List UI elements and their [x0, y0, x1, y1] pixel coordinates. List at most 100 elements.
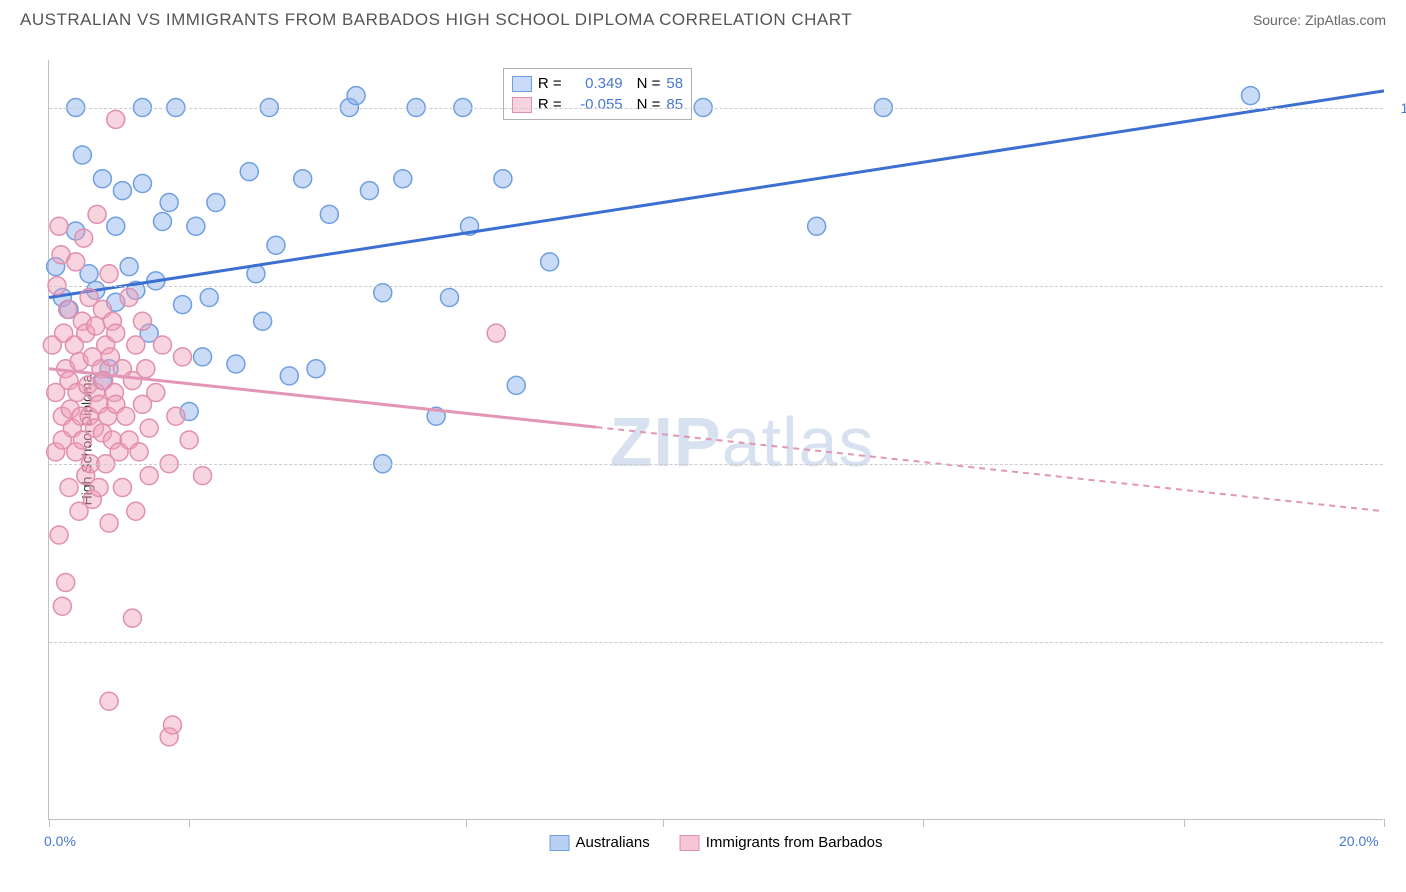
scatter-point [107, 324, 125, 342]
source-attribution: Source: ZipAtlas.com [1253, 12, 1386, 28]
scatter-point [107, 217, 125, 235]
scatter-point [57, 574, 75, 592]
scatter-point [207, 194, 225, 212]
scatter-point [163, 716, 181, 734]
scatter-point [507, 376, 525, 394]
trend-line [49, 91, 1384, 298]
legend-r-value: -0.055 [568, 96, 623, 113]
scatter-point [180, 431, 198, 449]
scatter-point [320, 205, 338, 223]
legend-swatch [550, 835, 570, 851]
scatter-point [254, 312, 272, 330]
scatter-point [59, 300, 77, 318]
ytick-label: 100.0% [1401, 100, 1406, 116]
trend-line-extrapolated [596, 427, 1384, 511]
legend-r-label: R = [538, 96, 562, 113]
xtick-label: 0.0% [44, 833, 76, 849]
scatter-point [487, 324, 505, 342]
xtick [923, 819, 924, 827]
scatter-point [50, 217, 68, 235]
scatter-point [140, 419, 158, 437]
scatter-point [123, 609, 141, 627]
scatter-point [441, 289, 459, 307]
legend-r-label: R = [538, 75, 562, 92]
scatter-point [360, 182, 378, 200]
scatter-point [88, 205, 106, 223]
scatter-point [137, 360, 155, 378]
scatter-point [174, 296, 192, 314]
gridline [49, 108, 1383, 109]
legend-swatch [680, 835, 700, 851]
scatter-point [100, 265, 118, 283]
chart-title: AUSTRALIAN VS IMMIGRANTS FROM BARBADOS H… [20, 10, 852, 30]
chart-plot-area: High School Diploma ZIPatlas R = 0.349 N… [48, 60, 1383, 820]
scatter-point [240, 163, 258, 181]
scatter-point [100, 692, 118, 710]
legend-n-label: N = [637, 96, 661, 113]
scatter-point [307, 360, 325, 378]
scatter-point [93, 170, 111, 188]
xtick [466, 819, 467, 827]
legend-swatch [512, 97, 532, 113]
scatter-point [107, 110, 125, 128]
scatter-point [808, 217, 826, 235]
xtick [1384, 819, 1385, 827]
scatter-point [394, 170, 412, 188]
scatter-point [120, 289, 138, 307]
scatter-point [194, 467, 212, 485]
scatter-point [227, 355, 245, 373]
xtick-label: 20.0% [1339, 833, 1379, 849]
scatter-point [541, 253, 559, 271]
series-legend-item: Australians [550, 834, 650, 851]
scatter-point [87, 317, 105, 335]
scatter-svg [49, 60, 1383, 819]
scatter-point [75, 229, 93, 247]
series-legend-item: Immigrants from Barbados [680, 834, 883, 851]
scatter-point [174, 348, 192, 366]
scatter-point [267, 236, 285, 254]
scatter-point [194, 348, 212, 366]
xtick [49, 819, 50, 827]
xtick [1184, 819, 1185, 827]
scatter-point [153, 213, 171, 231]
scatter-point [117, 407, 135, 425]
legend-r-value: 0.349 [568, 75, 623, 92]
scatter-point [280, 367, 298, 385]
series-legend: Australians Immigrants from Barbados [550, 834, 883, 851]
scatter-point [60, 479, 78, 497]
legend-row: R = 0.349 N = 58 [512, 73, 683, 94]
scatter-point [167, 407, 185, 425]
legend-n-label: N = [637, 75, 661, 92]
scatter-point [53, 597, 71, 615]
scatter-point [100, 514, 118, 532]
scatter-point [67, 253, 85, 271]
gridline [49, 642, 1383, 643]
scatter-point [133, 312, 151, 330]
scatter-point [127, 502, 145, 520]
scatter-point [200, 289, 218, 307]
scatter-point [73, 146, 91, 164]
correlation-legend: R = 0.349 N = 58 R = -0.055 N = 85 [503, 68, 692, 120]
scatter-point [187, 217, 205, 235]
legend-swatch [512, 76, 532, 92]
gridline [49, 286, 1383, 287]
scatter-point [347, 87, 365, 105]
series-legend-label: Australians [576, 834, 650, 851]
scatter-point [140, 467, 158, 485]
xtick [663, 819, 664, 827]
scatter-point [127, 336, 145, 354]
scatter-point [160, 194, 178, 212]
scatter-point [113, 479, 131, 497]
scatter-point [50, 526, 68, 544]
scatter-point [90, 479, 108, 497]
legend-row: R = -0.055 N = 85 [512, 94, 683, 115]
scatter-point [1242, 87, 1260, 105]
legend-n-value: 85 [666, 96, 683, 113]
scatter-point [294, 170, 312, 188]
scatter-point [120, 258, 138, 276]
scatter-point [113, 182, 131, 200]
scatter-point [130, 443, 148, 461]
scatter-point [133, 175, 151, 193]
scatter-point [494, 170, 512, 188]
scatter-point [147, 384, 165, 402]
